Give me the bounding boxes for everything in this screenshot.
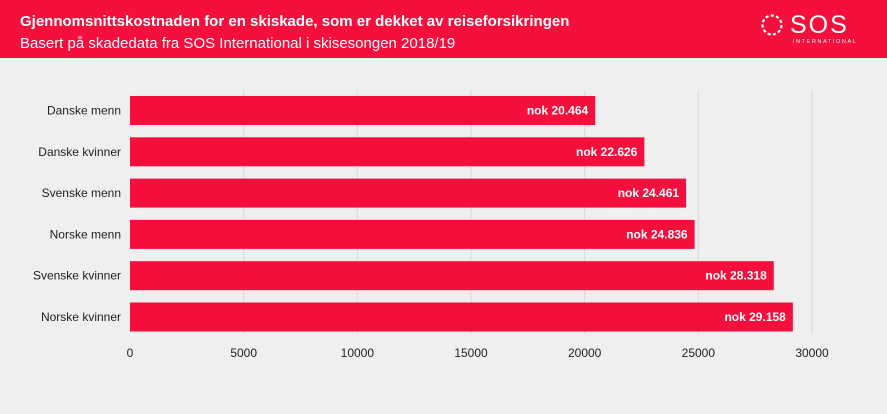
- bar: [130, 302, 793, 332]
- category-label: Danske kvinner: [38, 145, 121, 159]
- bar: [130, 219, 695, 249]
- header-banner: Gjennomsnittskostnaden for en skiskade, …: [0, 0, 887, 58]
- category-label: Norske kvinner: [41, 310, 121, 324]
- data-label: nok 28.318: [705, 269, 767, 283]
- category-label: Norske menn: [50, 227, 121, 241]
- x-tick-label: 30000: [795, 346, 829, 360]
- bar: [130, 178, 687, 208]
- x-tick-label: 10000: [341, 346, 375, 360]
- sos-logo: SOS INTERNATIONAL: [760, 11, 870, 48]
- data-label: nok 24.836: [626, 227, 688, 241]
- sos-ring-icon: [761, 14, 783, 36]
- bar: [130, 137, 645, 167]
- x-tick-label: 20000: [568, 346, 602, 360]
- x-tick-label: 0: [127, 346, 134, 360]
- category-label: Svenske kvinner: [33, 269, 121, 283]
- data-label: nok 20.464: [527, 104, 589, 118]
- logo-wordmark: SOS: [790, 11, 849, 39]
- logo-subtext: INTERNATIONAL: [793, 39, 858, 45]
- chart-subtitle: Basert på skadedata fra SOS Internationa…: [20, 35, 456, 52]
- data-label: nok 24.461: [618, 186, 680, 200]
- category-label: Svenske menn: [42, 186, 121, 200]
- data-label: nok 22.626: [576, 145, 638, 159]
- bar: [130, 261, 774, 291]
- chart-title: Gjennomsnittskostnaden for en skiskade, …: [20, 13, 570, 30]
- data-label: nok 29.158: [724, 310, 786, 324]
- category-label: Danske menn: [47, 104, 121, 118]
- bar: [130, 96, 596, 125]
- x-tick-label: 5000: [230, 346, 257, 360]
- x-tick-label: 15000: [454, 346, 488, 360]
- x-tick-label: 25000: [682, 346, 716, 360]
